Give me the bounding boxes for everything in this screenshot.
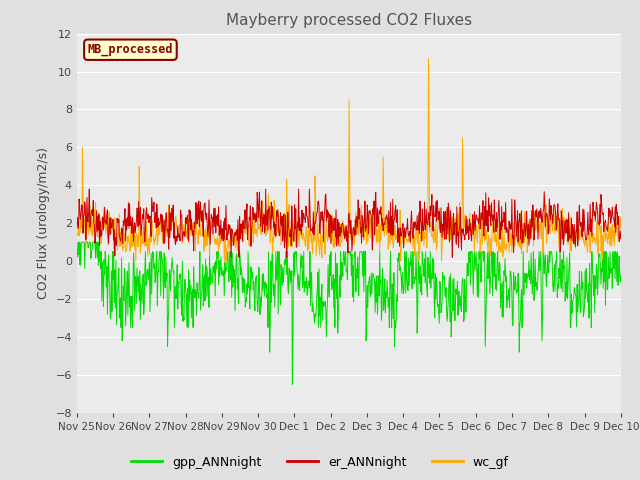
Text: MB_processed: MB_processed — [88, 43, 173, 56]
Legend: gpp_ANNnight, er_ANNnight, wc_gf: gpp_ANNnight, er_ANNnight, wc_gf — [126, 451, 514, 474]
Y-axis label: CO2 Flux (urology/m2/s): CO2 Flux (urology/m2/s) — [37, 147, 50, 299]
Title: Mayberry processed CO2 Fluxes: Mayberry processed CO2 Fluxes — [226, 13, 472, 28]
